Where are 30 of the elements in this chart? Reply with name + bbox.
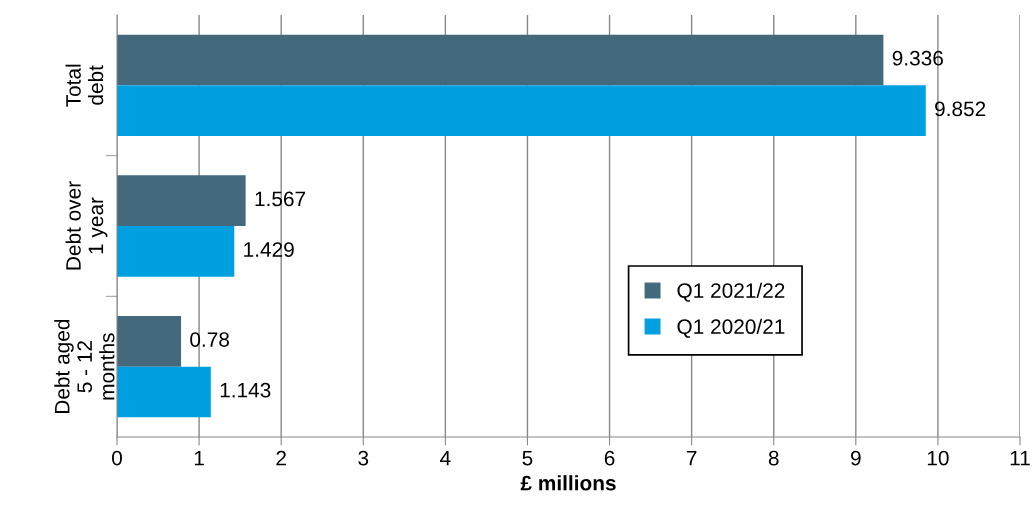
x-tick-label: 5: [522, 450, 533, 466]
bar: [117, 34, 884, 86]
x-tick-label: 7: [686, 450, 697, 466]
legend-label: Q1 2021/22: [677, 282, 785, 302]
data-label: 9.852: [935, 101, 986, 117]
data-label: 1.143: [220, 382, 271, 398]
x-tick-label: 6: [604, 450, 615, 466]
y-tick-label: Debt aged 5 - 12 months: [54, 319, 115, 414]
x-tick-label: 4: [440, 450, 451, 466]
data-label: 1.429: [244, 242, 294, 257]
x-tick-label: 11: [1010, 450, 1030, 466]
x-tick-label: 9: [851, 450, 861, 466]
legend-label: Q1 2020/21: [677, 318, 785, 338]
bar: [117, 226, 235, 277]
x-tick-label: 1: [194, 450, 204, 466]
x-tick-label: 8: [768, 450, 779, 466]
x-tick-label: 3: [358, 450, 369, 466]
bar: [117, 175, 246, 226]
bar: [117, 316, 182, 367]
y-tick-label: Total debt: [65, 64, 104, 107]
bar: [117, 366, 211, 418]
bar: [117, 85, 926, 136]
x-axis-title: £ millions: [520, 475, 616, 491]
x-tick-label: 10: [927, 450, 949, 466]
data-label: 9.336: [892, 50, 943, 66]
data-label: 1.567: [255, 191, 306, 207]
y-tick-label: Debt over 1 year: [65, 181, 108, 270]
data-label: 0.78: [190, 332, 230, 347]
x-tick-label: 0: [112, 450, 122, 466]
x-tick-label: 2: [276, 450, 286, 466]
